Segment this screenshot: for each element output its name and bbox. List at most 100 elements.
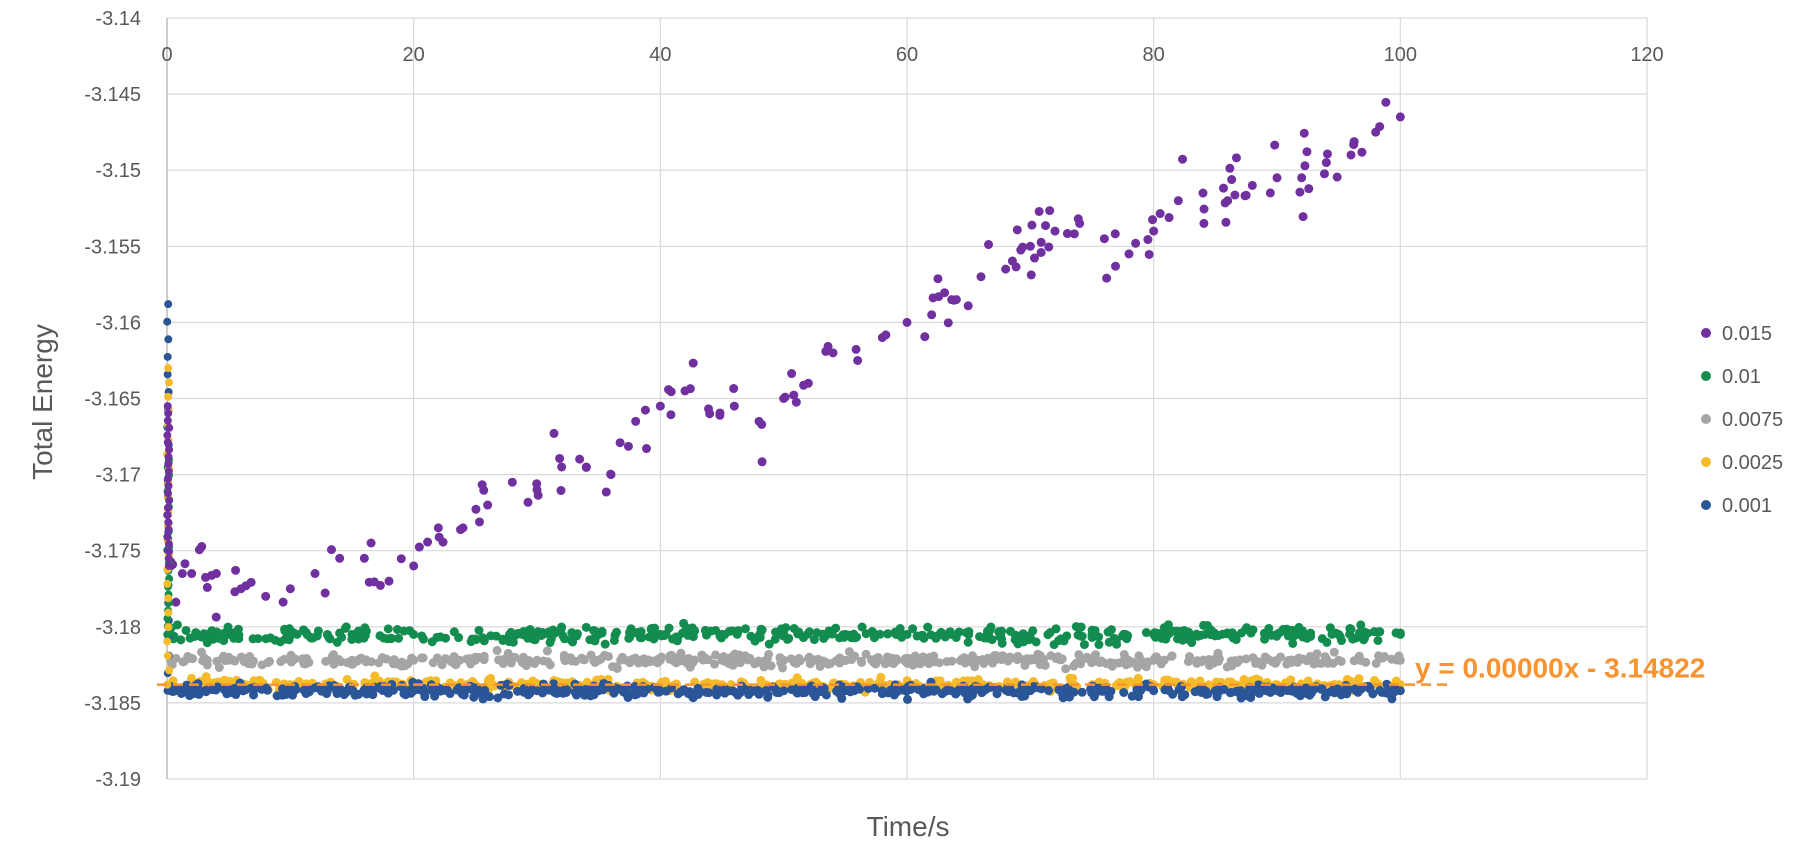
- data-point: [1020, 660, 1030, 670]
- data-point: [407, 653, 417, 663]
- data-point: [967, 651, 977, 661]
- data-point: [326, 545, 336, 555]
- data-point: [1012, 225, 1022, 235]
- data-point: [807, 655, 817, 665]
- data-point: [1198, 684, 1208, 694]
- data-point: [631, 416, 641, 426]
- data-point: [538, 656, 548, 666]
- data-point: [737, 681, 747, 691]
- y-axis-title: Total Energy: [27, 324, 58, 480]
- data-point: [780, 392, 790, 402]
- data-point: [831, 623, 841, 633]
- data-point: [1225, 629, 1235, 639]
- data-point: [538, 686, 548, 696]
- data-point: [1192, 656, 1202, 666]
- data-point: [849, 629, 859, 639]
- data-point: [757, 457, 767, 467]
- data-point: [1089, 692, 1099, 702]
- data-point: [688, 693, 698, 703]
- data-point: [710, 659, 720, 669]
- data-point: [757, 419, 767, 429]
- data-point: [471, 504, 481, 514]
- data-point: [236, 652, 246, 662]
- data-point: [1346, 625, 1356, 635]
- data-point: [927, 310, 937, 320]
- data-point: [1242, 691, 1252, 701]
- data-point: [325, 634, 335, 644]
- data-point: [471, 635, 481, 645]
- data-point: [1134, 659, 1144, 669]
- data-point: [163, 532, 172, 541]
- data-point: [1283, 686, 1293, 696]
- data-point: [647, 632, 657, 642]
- data-point: [164, 300, 173, 309]
- data-point: [397, 657, 407, 667]
- data-point: [1300, 688, 1310, 698]
- data-point: [912, 631, 922, 641]
- data-point: [335, 628, 345, 638]
- trendline-layer: y = 0.00000x - 3.14822: [157, 653, 1705, 686]
- data-point: [823, 341, 833, 351]
- data-point: [262, 685, 272, 695]
- data-point: [1079, 640, 1089, 650]
- data-point: [1027, 220, 1037, 230]
- data-point: [732, 629, 742, 639]
- data-point: [1276, 652, 1286, 662]
- data-point: [1375, 685, 1385, 695]
- data-point: [903, 694, 913, 704]
- legend-label: 0.01: [1722, 366, 1761, 388]
- data-point: [492, 645, 502, 655]
- data-point: [396, 554, 406, 564]
- data-point: [1361, 657, 1371, 667]
- data-point: [164, 547, 173, 556]
- legend-marker: [1701, 328, 1711, 338]
- data-point: [963, 637, 973, 647]
- data-point: [590, 626, 600, 636]
- data-point: [1076, 622, 1086, 632]
- data-point: [417, 631, 427, 641]
- data-point: [394, 633, 404, 643]
- y-tick-label: -3.17: [95, 465, 141, 487]
- data-point: [1127, 691, 1137, 701]
- data-point: [163, 686, 172, 695]
- data-point: [427, 637, 437, 647]
- data-point: [486, 631, 496, 641]
- data-point: [190, 631, 200, 641]
- data-point: [1030, 253, 1040, 263]
- data-point: [863, 684, 873, 694]
- data-point: [163, 637, 172, 646]
- data-point: [946, 686, 956, 696]
- data-point: [1272, 173, 1282, 183]
- data-point: [1202, 621, 1212, 631]
- data-point: [1134, 651, 1144, 661]
- data-point: [1300, 161, 1310, 171]
- data-point: [806, 681, 816, 691]
- data-point: [808, 688, 818, 698]
- data-point: [727, 652, 737, 662]
- data-point: [640, 405, 650, 415]
- data-point: [163, 579, 172, 588]
- data-point: [914, 685, 924, 695]
- data-point: [1124, 249, 1134, 259]
- data-point: [1204, 660, 1214, 670]
- data-point: [483, 500, 493, 510]
- data-point: [1387, 694, 1397, 704]
- data-point: [163, 370, 172, 379]
- data-point: [1163, 620, 1173, 630]
- data-point: [1357, 147, 1367, 157]
- data-point: [194, 545, 204, 555]
- legend-item: 0.01: [1701, 366, 1761, 388]
- data-point: [1149, 226, 1159, 236]
- data-point: [901, 686, 911, 696]
- data-point: [375, 580, 385, 590]
- data-point: [1133, 673, 1143, 683]
- data-point: [278, 597, 288, 607]
- data-point: [164, 525, 173, 534]
- data-point: [985, 633, 995, 643]
- data-point: [1391, 676, 1401, 686]
- data-point: [661, 676, 671, 686]
- data-point: [815, 687, 825, 697]
- data-point: [187, 673, 197, 683]
- data-point: [335, 553, 345, 563]
- data-point: [947, 656, 957, 666]
